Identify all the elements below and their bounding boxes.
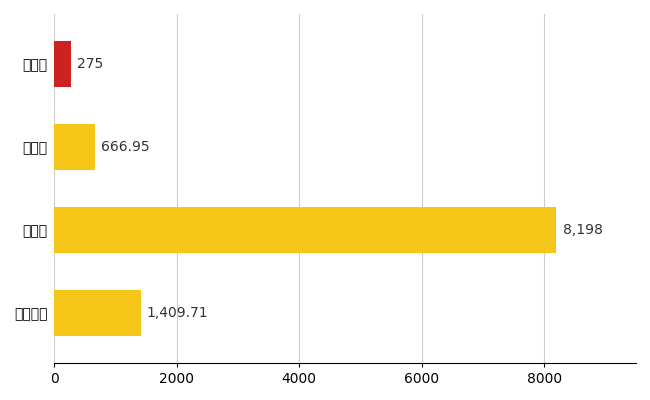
Text: 275: 275 [77, 57, 103, 71]
Bar [55, 207, 556, 253]
Text: 666.95: 666.95 [101, 140, 150, 154]
Text: 8,198: 8,198 [562, 223, 603, 237]
Bar [55, 290, 140, 336]
Bar [55, 41, 71, 87]
Bar [55, 124, 95, 170]
Text: 1,409.71: 1,409.71 [147, 306, 209, 320]
